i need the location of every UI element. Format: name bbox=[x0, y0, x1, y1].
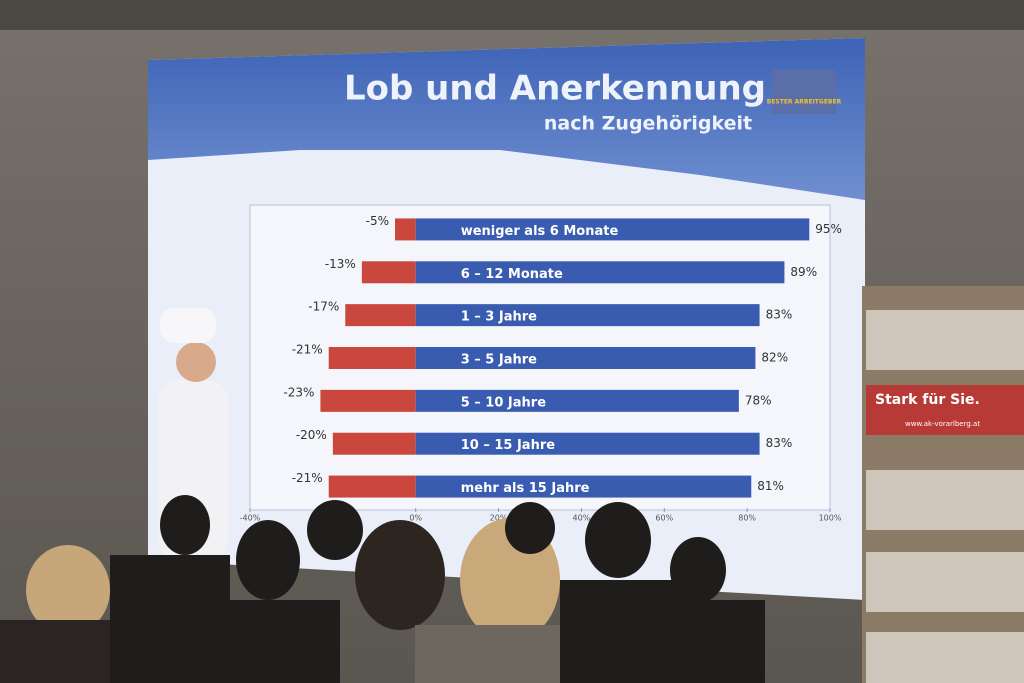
bar bbox=[415, 261, 785, 284]
logo-text: BESTER ARBEITGEBER bbox=[767, 99, 842, 106]
logo bbox=[772, 70, 836, 114]
bar bbox=[415, 347, 756, 369]
bar bbox=[415, 475, 752, 498]
category-label: 10 – 15 Jahre bbox=[461, 438, 556, 453]
value-label: -5% bbox=[366, 214, 389, 228]
category-label: 5 – 10 Jahre bbox=[461, 395, 546, 410]
ceiling bbox=[0, 0, 1024, 30]
value-label: 89% bbox=[790, 265, 817, 279]
x-tick-label: 100% bbox=[819, 514, 842, 523]
x-tick-label: 40% bbox=[573, 514, 591, 523]
value-label: 95% bbox=[815, 222, 842, 236]
x-tick-label: 20% bbox=[490, 514, 508, 523]
category-label: 1 – 3 Jahre bbox=[461, 310, 537, 325]
value-label: 82% bbox=[761, 351, 788, 365]
bar bbox=[332, 432, 416, 455]
value-label: 78% bbox=[745, 393, 772, 407]
x-tick-label: 0% bbox=[409, 514, 422, 523]
bar bbox=[415, 304, 760, 327]
category-label: 3 – 5 Jahre bbox=[461, 353, 537, 368]
sign: Stark für Sie. bbox=[875, 392, 980, 408]
value-label: -23% bbox=[283, 385, 314, 399]
chart: -40% 0% 20% 40% 60% 80% 100% -5% 95% weniger als … bbox=[240, 214, 842, 523]
chart-subtitle: nach Zugehörigkeit bbox=[544, 113, 752, 135]
x-tick-label: 80% bbox=[738, 514, 756, 523]
bar bbox=[328, 475, 416, 498]
bar bbox=[361, 261, 416, 284]
value-label: -21% bbox=[292, 471, 323, 485]
audience bbox=[0, 495, 765, 683]
bar bbox=[415, 432, 760, 455]
value-label: -20% bbox=[296, 428, 327, 442]
bar bbox=[395, 218, 416, 241]
value-label: -17% bbox=[308, 300, 339, 314]
shelf: Stark für Sie. www.ak-vorarlberg.at bbox=[862, 286, 1024, 683]
value-label: 83% bbox=[766, 308, 793, 322]
bar bbox=[415, 218, 810, 241]
bar bbox=[328, 347, 416, 369]
bar bbox=[345, 304, 416, 327]
category-label: weniger als 6 Monate bbox=[461, 224, 619, 239]
category-label: 6 – 12 Monate bbox=[461, 267, 563, 282]
value-label: 81% bbox=[757, 479, 784, 493]
bar bbox=[415, 389, 739, 412]
value-label: 83% bbox=[766, 436, 793, 450]
x-tick-label: 60% bbox=[655, 514, 673, 523]
chart-title: Lob und Anerkennung bbox=[344, 69, 766, 109]
category-label: mehr als 15 Jahre bbox=[461, 481, 590, 496]
value-label: -13% bbox=[325, 257, 356, 271]
screen-header bbox=[148, 38, 865, 200]
x-tick-label: -40% bbox=[240, 514, 261, 523]
sign-url: www.ak-vorarlberg.at bbox=[905, 420, 980, 428]
value-label: -21% bbox=[292, 343, 323, 357]
bar bbox=[320, 389, 416, 412]
